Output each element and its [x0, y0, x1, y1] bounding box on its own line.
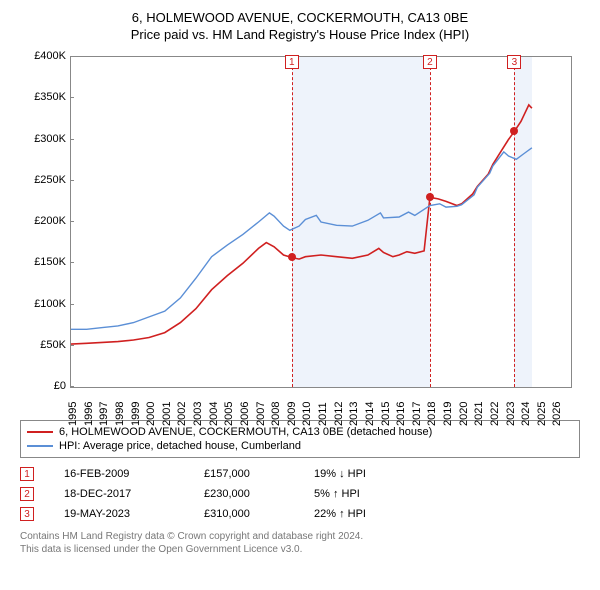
x-tick-label: 2002 — [176, 402, 188, 426]
x-tick-label: 1995 — [67, 402, 79, 426]
sale-date: 16-FEB-2009 — [64, 468, 204, 480]
legend-row: HPI: Average price, detached house, Cumb… — [27, 439, 573, 453]
y-tick-label: £200K — [20, 215, 66, 227]
sale-date: 18-DEC-2017 — [64, 488, 204, 500]
x-tick-label: 2013 — [348, 402, 360, 426]
x-tick-label: 2011 — [317, 402, 329, 426]
sale-row: 3 19-MAY-2023£310,00022% ↑ HPI — [20, 504, 580, 524]
sale-dot — [288, 253, 296, 261]
chart-container: 6, HOLMEWOOD AVENUE, COCKERMOUTH, CA13 0… — [0, 0, 600, 562]
inner-plot: 123 — [70, 56, 572, 388]
x-tick-label: 2017 — [411, 402, 423, 426]
x-tick-label: 1996 — [83, 402, 95, 426]
sale-price: £230,000 — [204, 488, 314, 500]
x-tick-label: 2015 — [380, 402, 392, 426]
y-tick-label: £400K — [20, 50, 66, 62]
x-tick-label: 2000 — [145, 402, 157, 426]
y-tick-label: £150K — [20, 256, 66, 268]
sale-price: £310,000 — [204, 508, 314, 520]
x-tick-label: 2022 — [489, 402, 501, 426]
sale-dot — [426, 193, 434, 201]
x-tick-label: 2004 — [208, 402, 220, 426]
x-tick-label: 2012 — [333, 402, 345, 426]
sale-hpi-relative: 19% ↓ HPI — [314, 468, 424, 480]
legend-label: HPI: Average price, detached house, Cumb… — [59, 440, 301, 452]
sale-number-box: 2 — [20, 487, 34, 501]
x-tick-label: 2026 — [551, 402, 563, 426]
title-address: 6, HOLMEWOOD AVENUE, COCKERMOUTH, CA13 0… — [10, 10, 590, 25]
x-tick-label: 2024 — [520, 402, 532, 426]
sale-hpi-relative: 5% ↑ HPI — [314, 488, 424, 500]
attribution: Contains HM Land Registry data © Crown c… — [20, 530, 580, 556]
attribution-line2: This data is licensed under the Open Gov… — [20, 543, 580, 556]
sale-row: 2 18-DEC-2017£230,0005% ↑ HPI — [20, 484, 580, 504]
plot-area: 123 £0 £50K £100K £150K £200K £250K £300K £350K… — [20, 46, 580, 416]
x-tick-label: 2010 — [301, 402, 313, 426]
x-tick-label: 2023 — [505, 402, 517, 426]
legend-swatch — [27, 431, 53, 433]
x-tick-label: 2016 — [395, 402, 407, 426]
sale-row: 1 16-FEB-2009£157,00019% ↓ HPI — [20, 464, 580, 484]
y-tick-label: £0 — [20, 380, 66, 392]
x-tick-label: 2003 — [192, 402, 204, 426]
legend-swatch — [27, 445, 53, 447]
x-tick-label: 2018 — [426, 402, 438, 426]
sale-dot — [510, 127, 518, 135]
x-tick-label: 2005 — [223, 402, 235, 426]
series-svg — [71, 57, 571, 387]
legend-row: 6, HOLMEWOOD AVENUE, COCKERMOUTH, CA13 0… — [27, 425, 573, 439]
sale-number-box: 3 — [20, 507, 34, 521]
x-tick-label: 2020 — [458, 402, 470, 426]
sale-price: £157,000 — [204, 468, 314, 480]
y-tick-label: £100K — [20, 298, 66, 310]
x-tick-label: 2009 — [286, 402, 298, 426]
x-tick-label: 2025 — [536, 402, 548, 426]
y-tick-label: £250K — [20, 174, 66, 186]
legend-label: 6, HOLMEWOOD AVENUE, COCKERMOUTH, CA13 0… — [59, 426, 432, 438]
title-subtitle: Price paid vs. HM Land Registry's House … — [10, 27, 590, 42]
x-tick-label: 2006 — [239, 402, 251, 426]
y-tick-label: £350K — [20, 91, 66, 103]
x-tick-label: 2008 — [270, 402, 282, 426]
x-tick-label: 2021 — [473, 402, 485, 426]
x-tick-label: 2014 — [364, 402, 376, 426]
sale-date: 19-MAY-2023 — [64, 508, 204, 520]
sales-table: 1 16-FEB-2009£157,00019% ↓ HPI 2 18-DEC-201… — [20, 464, 580, 524]
attribution-line1: Contains HM Land Registry data © Crown c… — [20, 530, 580, 543]
x-tick-label: 1999 — [130, 402, 142, 426]
x-tick-label: 1998 — [114, 402, 126, 426]
x-tick-label: 2001 — [161, 402, 173, 426]
sale-number-box: 1 — [20, 467, 34, 481]
sale-hpi-relative: 22% ↑ HPI — [314, 508, 424, 520]
y-tick-label: £50K — [20, 339, 66, 351]
x-tick-label: 2019 — [442, 402, 454, 426]
x-tick-label: 1997 — [98, 402, 110, 426]
series-hpi — [71, 148, 532, 329]
x-tick-label: 2007 — [255, 402, 267, 426]
y-tick-label: £300K — [20, 133, 66, 145]
title-block: 6, HOLMEWOOD AVENUE, COCKERMOUTH, CA13 0… — [10, 10, 590, 42]
